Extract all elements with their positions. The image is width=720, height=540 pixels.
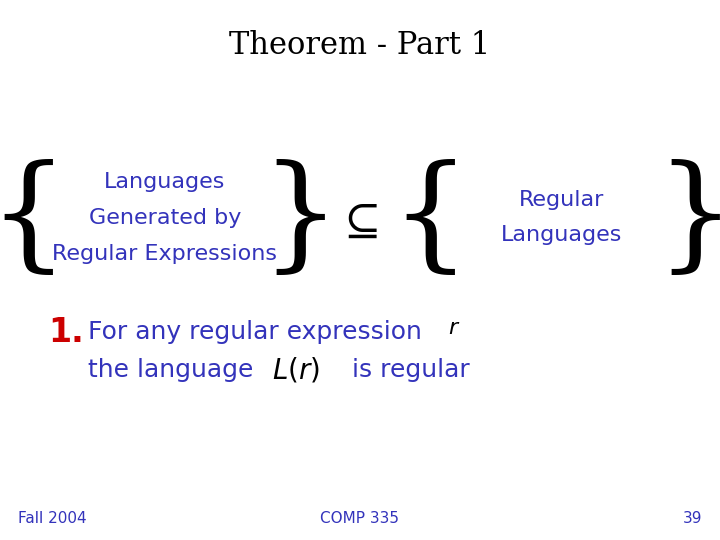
Text: COMP 335: COMP 335 [320, 511, 400, 526]
Text: {: { [390, 159, 470, 281]
Text: Regular: Regular [519, 190, 605, 210]
Text: Regular Expressions: Regular Expressions [53, 244, 277, 264]
Text: Languages: Languages [501, 225, 623, 245]
Text: {: { [0, 159, 68, 281]
Text: $L(r)$: $L(r)$ [272, 355, 320, 384]
Text: }: } [655, 159, 720, 281]
Text: Theorem - Part 1: Theorem - Part 1 [230, 30, 490, 61]
Text: Fall 2004: Fall 2004 [18, 511, 86, 526]
Text: the language: the language [88, 358, 253, 382]
Text: Generated by: Generated by [89, 208, 241, 228]
Text: 39: 39 [683, 511, 702, 526]
Text: $r$: $r$ [448, 318, 460, 338]
Text: }: } [260, 159, 340, 281]
Text: is regular: is regular [352, 358, 469, 382]
Text: For any regular expression: For any regular expression [88, 320, 422, 344]
Text: 1.: 1. [48, 315, 84, 348]
Text: ⊆: ⊆ [343, 200, 381, 244]
Text: Languages: Languages [104, 172, 225, 192]
